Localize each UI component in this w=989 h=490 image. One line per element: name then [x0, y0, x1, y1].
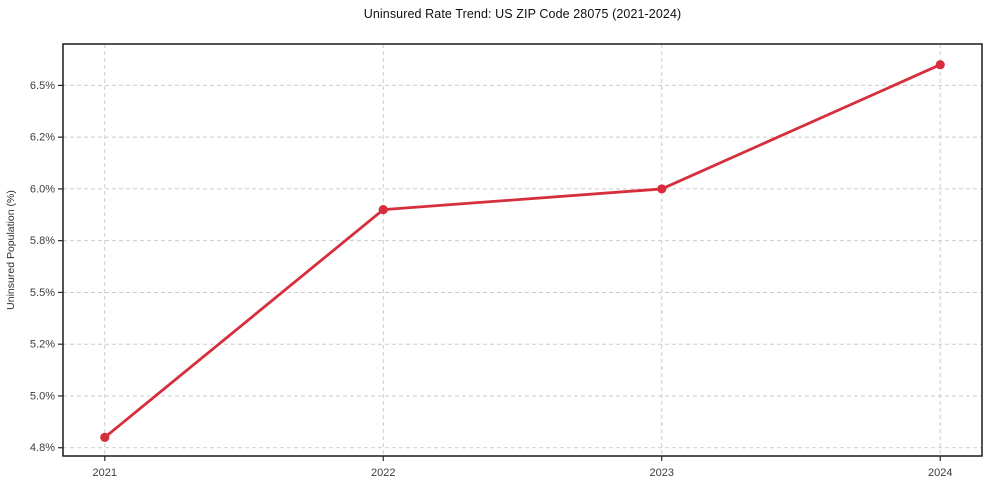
y-tick-label: 5.8%	[30, 235, 55, 247]
data-point-2024	[935, 60, 945, 70]
x-tick-label: 2023	[650, 467, 674, 479]
data-point-2022	[378, 205, 388, 215]
chart-title: Uninsured Rate Trend: US ZIP Code 28075 …	[363, 7, 682, 21]
y-tick-label: 6.2%	[30, 132, 55, 144]
x-tick-label: 2021	[93, 467, 117, 479]
y-tick-label: 5.0%	[30, 390, 55, 402]
y-tick-label: 6.5%	[30, 80, 55, 92]
y-tick-label: 4.8%	[30, 442, 55, 454]
y-tick-label: 6.0%	[30, 183, 55, 195]
data-point-2021	[100, 432, 110, 442]
y-tick-label: 5.2%	[30, 339, 55, 351]
x-tick-label: 2024	[928, 467, 952, 479]
y-tick-label: 5.5%	[30, 287, 55, 299]
plot-frame	[62, 43, 983, 457]
data-point-2023	[657, 184, 667, 194]
x-tick-label: 2022	[371, 467, 395, 479]
trend-line	[103, 63, 942, 439]
